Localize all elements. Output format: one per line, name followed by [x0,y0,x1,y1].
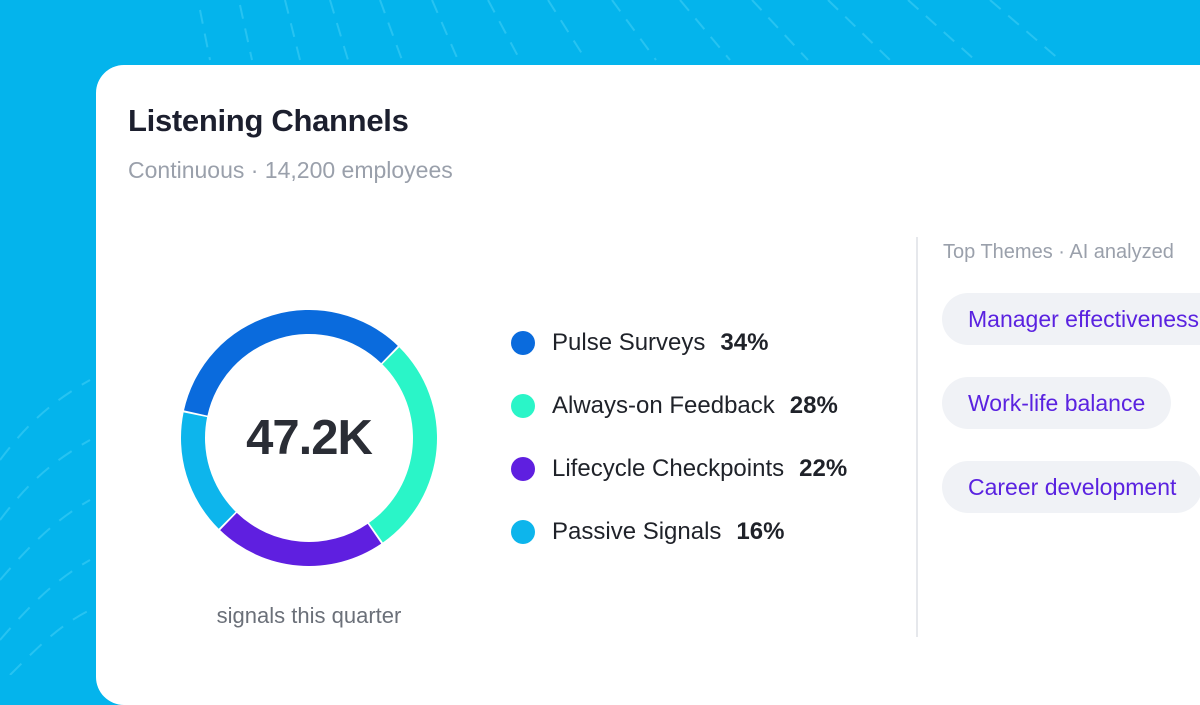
donut-slice-pulse-surveys [184,310,398,416]
donut-slice-passive-signals [181,412,236,529]
theme-chip-work-life-balance[interactable]: Work-life balance [942,377,1172,429]
legend-dot [511,457,535,481]
background-pattern [0,0,1061,675]
listening-channels-card: Listening Channels Continuous · 14,200 e… [96,65,1200,705]
card-title: Listening Channels [128,103,409,138]
card-subtitle: Continuous · 14,200 employees [128,157,453,183]
legend-label: Passive Signals [552,518,722,545]
legend-dot [511,520,535,544]
signals-caption: signals this quarter [216,603,402,628]
legend-dot [511,331,535,355]
theme-chip-manager-effectiveness[interactable]: Manager effectiveness [942,293,1200,345]
legend-item: Always-on Feedback 28% [511,390,847,422]
donut-slice-lifecycle-checkpoints [220,512,382,566]
section-divider [916,237,918,637]
legend-value: 34% [720,329,769,356]
legend-value: 28% [789,392,838,419]
legend-label: Pulse Surveys [552,329,706,356]
donut-slice-always-on-feedback [369,347,437,543]
legend-item: Passive Signals 16% [511,516,847,548]
channel-donut-chart [181,310,437,566]
signals-total: 47.2K [246,411,373,465]
legend-value: 22% [799,455,848,482]
legend-item: Lifecycle Checkpoints 22% [511,453,847,485]
legend-item: Pulse Surveys 34% [511,327,847,359]
legend-label: Lifecycle Checkpoints [552,455,785,482]
legend-value: 16% [736,518,785,545]
top-themes-title: Top Themes · AI analyzed [943,241,1174,263]
legend-dot [511,394,535,418]
theme-chip-career-development[interactable]: Career development [942,461,1200,513]
legend-label: Always-on Feedback [552,392,775,419]
channel-legend: Pulse Surveys 34% Always-on Feedback 28%… [511,327,847,579]
